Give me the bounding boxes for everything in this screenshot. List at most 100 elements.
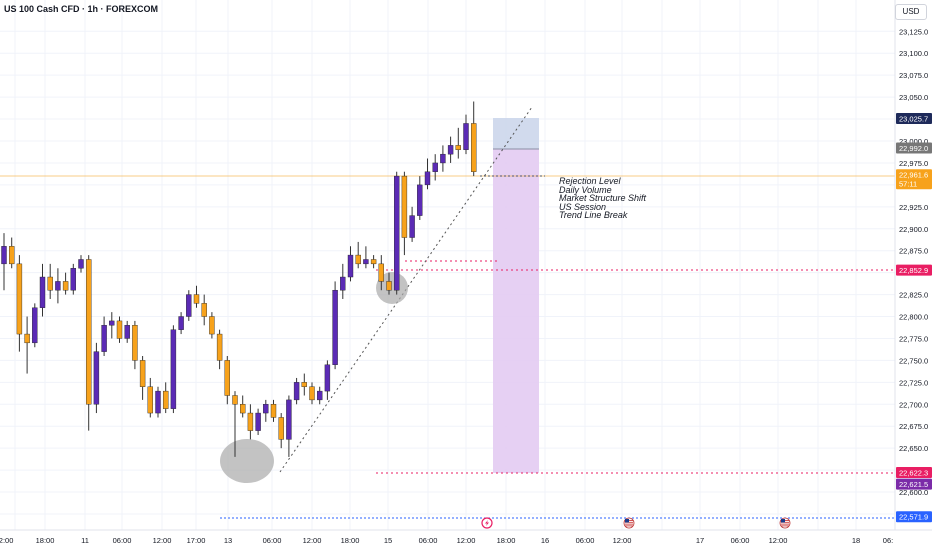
take-profit-zone[interactable] [493,149,539,473]
svg-text:22,621.5: 22,621.5 [899,480,928,489]
price-tick: 23,000.0 [899,137,928,146]
svg-text:23,025.7: 23,025.7 [899,114,928,123]
time-label: 18:00 [497,536,516,545]
price-tick: 22,675.0 [899,422,928,431]
us-flag-icon[interactable] [623,517,635,529]
price-tick: 22,600.0 [899,488,928,497]
candle [447,136,454,163]
price-tick: 22,700.0 [899,400,928,409]
price-tick: 23,100.0 [899,49,928,58]
symbol-title[interactable]: US 100 Cash CFD · 1h · FOREXCOM [4,4,159,14]
candles [1,101,477,457]
annotation-list[interactable]: Rejection Level Daily Volume Market Stru… [559,177,646,220]
candle [324,360,331,400]
retest-ellipse[interactable] [376,272,408,304]
candle [101,316,107,357]
time-label: 18:00 [341,536,360,545]
candle [93,342,100,414]
price-tick: 22,800.0 [899,313,928,322]
time-label: 15 [384,536,392,545]
candle [263,399,269,422]
candle [386,272,392,295]
events[interactable] [481,517,791,529]
candle [394,171,400,295]
candle [178,312,184,335]
price-tick: 23,075.0 [899,71,928,80]
candle [62,272,69,295]
candle [201,294,207,326]
time-label: 06:00 [263,536,282,545]
candle [193,285,200,308]
time-label: 13 [224,536,232,545]
candle [340,263,346,299]
svg-text:57:11: 57:11 [899,180,917,189]
candle [270,399,277,422]
candle [309,382,315,405]
time-label: 12:00 [153,536,172,545]
candle [440,145,446,172]
candle [109,312,115,339]
annotation-market-structure-shift: Market Structure Shift [559,193,647,204]
price-tick: 22,925.0 [899,203,928,212]
price-tick: 22,775.0 [899,334,928,343]
svg-text:22,852.9: 22,852.9 [899,266,928,275]
candle [363,246,369,269]
price-badge[interactable]: 23,025.7 [896,112,932,124]
candle [39,263,46,317]
candle [355,241,361,269]
time-label: 17:00 [187,536,206,545]
stop-loss-zone[interactable] [493,118,539,149]
svg-text:22,571.9: 22,571.9 [899,513,928,522]
candle [401,171,408,256]
lightning-icon[interactable] [481,517,493,529]
low-ellipse[interactable] [220,439,274,483]
candle [139,356,146,400]
candle [424,158,431,190]
currency-selector[interactable]: USD [895,4,927,20]
time-label: 06: [883,536,893,545]
time-label: 12:00 [613,536,632,545]
price-axis[interactable]: 23,125.0 23,100.0 23,075.0 23,050.0 23,000.0… [894,0,932,550]
candle [301,373,307,396]
candle [224,356,231,405]
candle [347,246,354,282]
time-label: 12:00 [457,536,476,545]
price-badge[interactable]: 22,621.5 [896,478,932,490]
candle [78,255,84,273]
position-zones[interactable] [493,118,539,473]
price-tick: 23,050.0 [899,93,928,102]
time-label: 16 [541,536,549,545]
price-badge[interactable]: 22,571.9 [896,511,932,523]
price-tick: 22,875.0 [899,247,928,256]
us-flag-icon[interactable] [779,517,791,529]
candle [155,386,161,418]
price-badge[interactable]: 22,992.0 [896,142,932,154]
candle [471,101,477,177]
price-badge[interactable]: 22,852.9 [896,264,932,276]
price-badge[interactable]: 22,622.3 [896,466,932,478]
candle [239,395,246,418]
annotation-daily-volume: Daily Volume [559,184,612,195]
candle [1,233,7,291]
time-label: 06:00 [113,536,132,545]
candle [247,404,254,440]
candle [170,325,177,414]
time-label: 11 [81,536,89,545]
price-badge[interactable]: 22,961.657:11 [896,169,932,190]
time-label: 06:00 [731,536,750,545]
candle [116,316,123,343]
price-tick: 22,825.0 [899,291,928,300]
candle [209,312,215,339]
time-axis[interactable]: 12:00 18:00 11 06:00 12:00 17:00 13 06:00 12:00 1… [0,529,932,550]
price-tick: 23,125.0 [899,27,928,36]
candle [317,386,323,405]
time-label: 18 [852,536,860,545]
candle [286,395,292,457]
time-label: 12:00 [0,536,13,545]
time-label: 06:00 [419,536,438,545]
time-label: 06:00 [576,536,595,545]
drawing-lines[interactable] [0,106,895,519]
candle [378,255,384,291]
